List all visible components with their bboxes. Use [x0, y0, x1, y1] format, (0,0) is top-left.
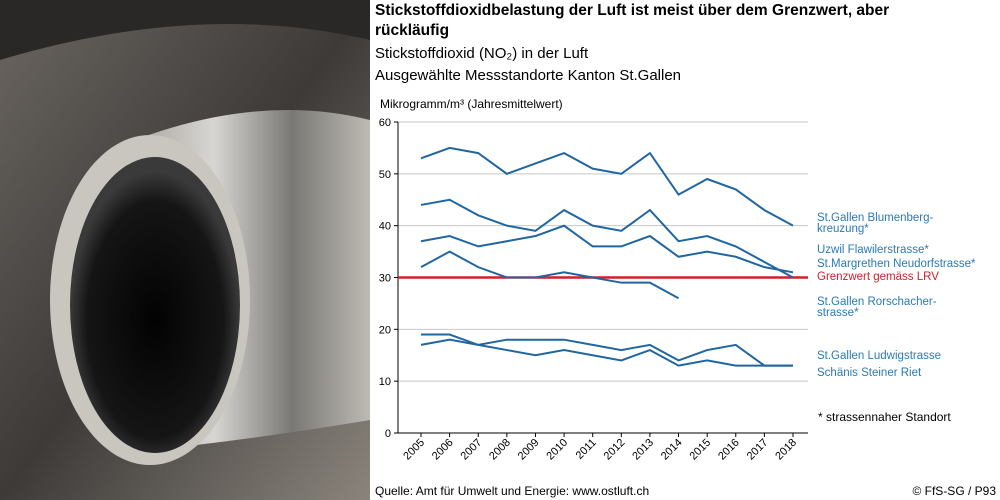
y-tick-label: 30: [379, 273, 391, 285]
x-tick-label: 2017: [745, 437, 771, 463]
x-tick-label: 2007: [459, 437, 485, 463]
threshold-label: Grenzwert gemäss LRV: [817, 271, 939, 283]
x-tick-label: 2013: [630, 437, 656, 463]
photo-hole: [70, 157, 240, 453]
series-line: [420, 224, 794, 274]
legend-label: St.Gallen Rorschacher-strasse*: [817, 296, 937, 319]
subtitle: Stickstoffdioxid (NO₂) in der Luft: [375, 45, 589, 62]
y-tick-label: 20: [379, 324, 391, 336]
copyright: © FfS-SG / P93: [912, 484, 996, 498]
series-line: [420, 198, 794, 279]
series-line: [420, 338, 793, 367]
x-tick-label: 2014: [659, 437, 685, 463]
legend-label: St.Gallen Ludwigstrasse: [817, 350, 942, 362]
x-tick-label: 2012: [602, 437, 628, 463]
y-tick-label: 50: [379, 169, 391, 181]
source: Quelle: Amt für Umwelt und Energie: www.…: [375, 484, 650, 498]
legend-label: St.Margrethen Neudorfstrasse*: [817, 258, 976, 270]
x-tick-label: 2018: [773, 437, 799, 463]
x-tick-label: 2006: [430, 437, 456, 463]
legend-label: St.Gallen Blumenberg-kreuzung*: [817, 212, 934, 235]
y-tick-label: 40: [379, 221, 391, 233]
y-axis-label: Mikrogramm/m³ (Jahresmittelwert): [380, 97, 563, 111]
footnote: * strassennaher Standort: [818, 410, 951, 424]
x-tick-label: 2016: [716, 437, 742, 463]
y-tick-label: 60: [379, 117, 391, 129]
series-line: [420, 146, 794, 227]
x-tick-label: 2011: [574, 437, 599, 462]
photo-shadow: [0, 0, 370, 60]
series-line: [420, 250, 680, 300]
x-tick-label: 2010: [544, 437, 570, 463]
chart-title: Stickstoffdioxidbelastung der Luft ist m…: [375, 2, 890, 39]
y-tick-label: 0: [385, 428, 391, 440]
x-tick-label: 2015: [687, 437, 713, 463]
photo: [0, 0, 370, 500]
legend-label: Uzwil Flawilerstrasse*: [817, 244, 929, 256]
x-tick-label: 2009: [516, 437, 542, 463]
x-tick-label: 2005: [401, 437, 427, 463]
legend-label: Schänis Steiner Riet: [817, 367, 922, 379]
x-tick-label: 2008: [487, 437, 513, 463]
series-line: [421, 333, 793, 367]
y-tick-label: 10: [379, 376, 391, 388]
subtitle-2: Ausgewählte Messstandorte Kanton St.Gall…: [375, 67, 682, 84]
